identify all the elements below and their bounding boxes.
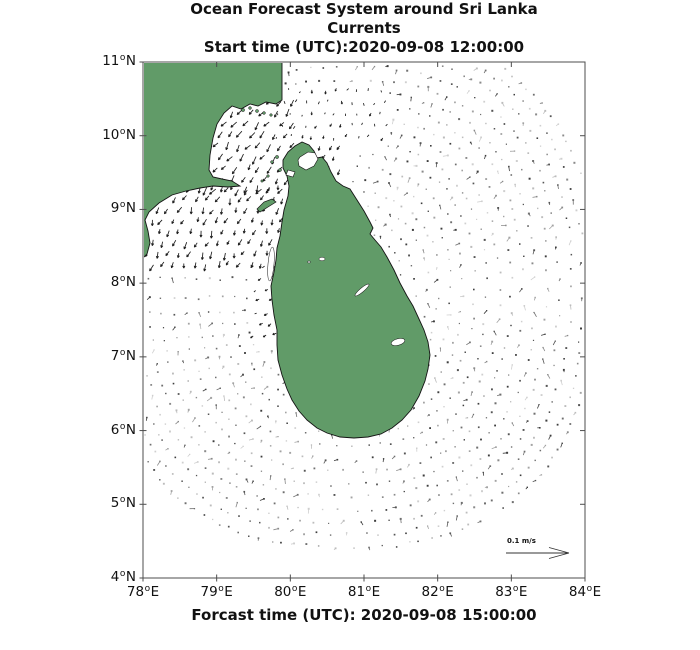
- y-tick-label: 5oN: [110, 495, 136, 512]
- islet: [255, 109, 259, 113]
- title-line-2: Currents: [327, 19, 401, 37]
- islet: [278, 168, 282, 172]
- y-tick-label: 11oN: [102, 53, 136, 69]
- lake: [267, 246, 275, 282]
- degree-symbol: o: [218, 584, 224, 594]
- degree-symbol: o: [439, 584, 445, 594]
- degree-symbol: o: [119, 274, 126, 285]
- lake: [307, 260, 311, 264]
- forecast-time-label: Forcast time (UTC): 2020-09-08 15:00:00: [191, 606, 537, 624]
- x-tick-label: 79oE: [200, 584, 233, 600]
- lake: [354, 283, 370, 297]
- speed-key-label: 0.1 m/s: [507, 537, 536, 545]
- islet: [266, 174, 270, 178]
- india-landmass: [144, 63, 283, 258]
- x-tick-label: 84oE: [568, 584, 602, 600]
- x-tick-label: 78oE: [126, 584, 160, 600]
- mannar-island: [256, 198, 277, 213]
- land-masses: [144, 63, 431, 439]
- degree-symbol: o: [119, 347, 126, 358]
- islet: [241, 108, 245, 112]
- y-tick-label: 6oN: [110, 421, 136, 438]
- title-line-3: Start time (UTC):2020-09-08 12:00:00: [203, 38, 525, 56]
- degree-symbol: o: [144, 584, 151, 594]
- degree-symbol: o: [119, 53, 126, 63]
- lagoon: [297, 151, 319, 171]
- islet: [275, 155, 279, 159]
- x-tick-label: 80oE: [274, 584, 307, 600]
- degree-symbol: o: [119, 200, 126, 211]
- y-tick-label: 8oN: [110, 274, 136, 291]
- islet: [248, 106, 252, 110]
- islet: [270, 160, 274, 164]
- degree-symbol: o: [291, 584, 298, 594]
- title-line-1: Ocean Forecast System around Sri Lanka: [190, 0, 538, 18]
- x-tick-label: 82oE: [421, 584, 454, 600]
- islet: [262, 111, 266, 115]
- lake: [390, 338, 406, 346]
- tick-marks: [139, 61, 586, 582]
- x-tick-label: 81oE: [347, 584, 381, 600]
- lagoon: [285, 169, 296, 178]
- sri-lanka-landmass: [270, 141, 431, 439]
- speed-key-arrow: [506, 547, 570, 559]
- lake: [318, 256, 326, 262]
- islet: [269, 113, 273, 117]
- y-tick-label: 7oN: [110, 347, 136, 364]
- y-tick-label: 4oN: [110, 569, 136, 585]
- degree-symbol: o: [586, 584, 593, 594]
- x-tick-label: 83oE: [495, 584, 528, 600]
- y-tick-label: 9oN: [110, 200, 136, 217]
- speed-reference-key: 0.1 m/s: [482, 511, 585, 571]
- chart-title: Ocean Forecast System around Sri Lanka C…: [143, 0, 585, 57]
- degree-symbol: o: [512, 584, 519, 594]
- y-tick-label: 10oN: [102, 126, 136, 143]
- degree-symbol: o: [119, 126, 126, 137]
- degree-symbol: o: [119, 495, 126, 506]
- speed-key-background: [482, 511, 585, 571]
- islet: [260, 179, 264, 183]
- degree-symbol: o: [119, 569, 126, 579]
- degree-symbol: o: [119, 421, 126, 432]
- degree-symbol: o: [365, 584, 372, 594]
